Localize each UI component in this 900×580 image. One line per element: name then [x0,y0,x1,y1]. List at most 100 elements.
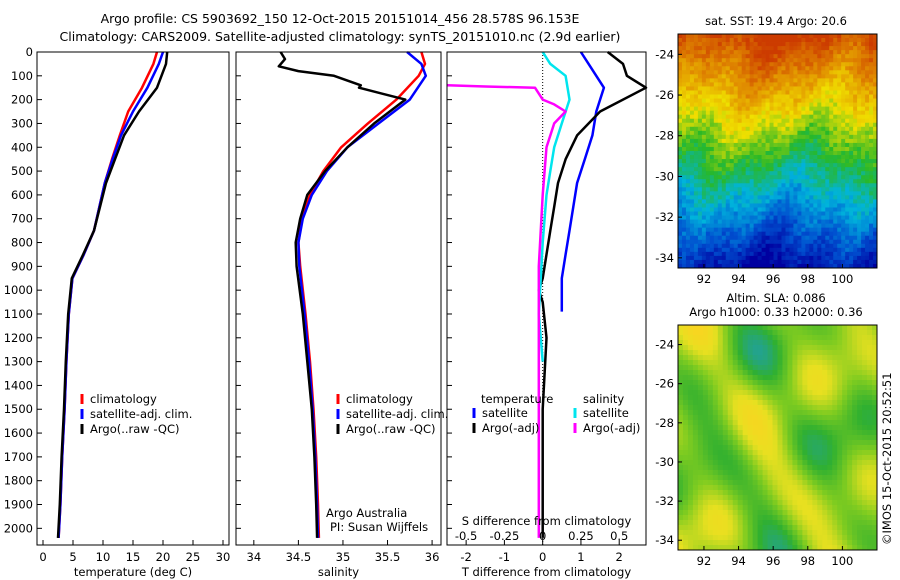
sst_map-cell [689,187,695,192]
sst_map-cell [753,50,758,55]
sst_map-cell [869,70,874,75]
sst_map-cell [729,239,735,245]
sla_map-cell [712,345,719,351]
sst_map-cell [749,259,755,265]
sst_map-cell [678,66,683,71]
sla_map-cell [702,415,709,421]
sst_map-cell [689,235,695,241]
sla_map-xtick-label: 92 [697,554,712,568]
sst_map-cell [785,227,790,233]
sla_map-cell [822,415,828,421]
sst_map-cell [773,219,778,225]
sla_map-cell [762,515,768,521]
sla_map-cell [712,355,719,361]
sla_map-cell [842,455,848,461]
sla_map-cell [802,345,808,351]
sst_map-cell [821,46,826,51]
sla_map-cell [772,325,778,331]
sst_map-cell [745,82,751,87]
sst_map-cell [721,163,727,168]
sst_map-cell [841,118,846,124]
sst_map-cell [805,163,810,168]
sst_map-cell [865,134,870,140]
sst_map-cell [697,142,703,148]
sst_map-cell [753,110,758,116]
sst_map-cell [829,167,834,172]
sla_map-cell [762,430,768,436]
sla_map-cell [782,465,788,471]
sla_map-cell [717,515,724,521]
sla_map-cell [827,400,833,406]
sla_map-cell [862,455,868,461]
sst_map-cell [865,239,870,245]
sla_map-xtick-label: 98 [800,554,815,568]
sla_map-cell [857,510,863,516]
sst_map-cell [685,102,691,108]
sst_map-cell [761,130,766,136]
sla_map-cell [857,505,863,511]
sla_map-cell [852,450,858,456]
sst_map-cell [825,235,830,241]
depth-tick-label: 0 [26,45,33,59]
sla_map-cell [697,520,704,526]
sst_map-cell [785,255,790,261]
sst_map-cell [781,195,786,200]
sla_map-cell [792,385,798,391]
sst_map-cell [829,211,834,216]
sst_map-cell [789,70,794,75]
sst_map-cell [721,263,727,269]
sst_map-cell [825,38,830,43]
sla_map-cell [797,410,803,416]
sst_map-cell [869,42,874,47]
sst_map-cell [741,94,747,99]
sst_map-cell [813,263,818,269]
sst_map-cell [757,82,762,87]
sla_map-cell [852,510,858,516]
sst_map-cell [813,183,818,188]
sst_map-cell [737,134,743,140]
sst_map-cell [865,223,870,229]
sla_map-cell [722,355,729,361]
sst_map-cell [761,239,766,245]
sst_map-cell [777,142,782,148]
sla_map-cell [862,405,868,411]
sst_map-cell [685,171,691,176]
sst_map-cell [685,86,691,91]
sst_map-cell [713,34,719,39]
sst_map-cell [785,62,790,67]
sla_map-cell [772,535,778,541]
sst_map-cell [761,163,766,168]
sla_map-cell [678,535,684,541]
sst_map-cell [685,155,691,160]
sst_map-cell [801,239,806,245]
sla_map-cell [752,335,759,341]
sst_map-cell [845,50,850,55]
sst_map-cell [817,211,822,216]
sst_map-cell [689,78,695,83]
sla_map-cell [842,415,848,421]
sla_map-cell [867,365,873,371]
sla_map-cell [737,540,744,546]
sla_map-cell [832,425,838,431]
sst_map-cell [825,74,830,79]
sla_map-cell [787,490,793,496]
sst_map-cell [865,231,870,237]
sla_map-cell [742,370,749,376]
depth-tick-label: 1200 [4,331,33,345]
sla_map-cell [747,340,754,346]
sst_map-cell [725,235,731,241]
sst_map-cell [777,126,782,132]
sst_map-cell [817,247,822,253]
sst_map-cell [869,138,874,144]
sla_map-cell [717,490,724,496]
sst_map-cell [701,231,707,237]
sst_map-cell [773,175,778,180]
sst_map-cell [809,187,814,192]
sla_map-cell [792,495,798,501]
sla_map-cell [732,385,739,391]
sla_map-cell [717,400,724,406]
sst_map-cell [749,58,755,63]
sst_map-cell [701,94,707,99]
sla_map-cell [747,495,754,501]
sla_map-cell [852,520,858,526]
